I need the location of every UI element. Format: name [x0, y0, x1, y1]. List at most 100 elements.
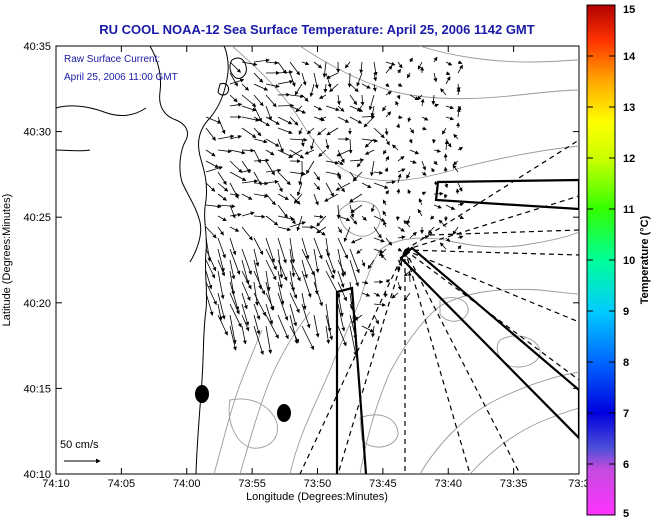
- current-vector: [433, 204, 442, 209]
- current-vector: [343, 226, 351, 243]
- current-vector: [349, 215, 358, 225]
- x-axis-ticks: 74:10 74:05 74:00 73:55 73:50 73:45 73:40 73:35…: [42, 46, 590, 490]
- current-vector: [453, 133, 459, 140]
- current-vector: [205, 226, 217, 239]
- current-vector: [253, 214, 266, 219]
- current-vector: [397, 235, 406, 240]
- current-vector: [217, 303, 223, 321]
- colorbar-tick-label: 10: [623, 255, 635, 267]
- current-vector: [427, 226, 435, 235]
- plot-frame: [55, 45, 580, 475]
- current-vector: [385, 237, 393, 246]
- current-vector: [301, 292, 307, 310]
- current-vector: [350, 237, 363, 244]
- current-vector: [407, 189, 412, 195]
- current-vector: [335, 182, 351, 191]
- current-vector: [409, 231, 417, 239]
- current-vector: [217, 215, 227, 222]
- current-vector: [445, 237, 451, 243]
- current-vector: [310, 138, 315, 150]
- current-vector: [395, 100, 399, 107]
- current-vector: [421, 235, 430, 240]
- colorbar-tick-label: 12: [623, 153, 635, 165]
- current-vector: [289, 193, 301, 205]
- colorbar-tick-label: 7: [623, 408, 629, 420]
- current-vector: [317, 127, 327, 136]
- current-vector: [431, 167, 436, 173]
- current-vector: [217, 270, 225, 300]
- current-vector: [433, 160, 438, 166]
- colorbar-tick-label: 9: [623, 306, 629, 318]
- current-vector: [337, 226, 342, 234]
- current-vector: [293, 193, 303, 204]
- current-vector: [397, 155, 405, 162]
- current-vector: [313, 281, 323, 307]
- current-vector: [349, 281, 355, 306]
- current-vector: [205, 270, 213, 290]
- surface-current-vectors: [205, 56, 465, 357]
- current-vector: [306, 160, 315, 175]
- current-vector: [384, 167, 389, 173]
- current-vector: [277, 314, 289, 340]
- current-vector: [265, 116, 280, 125]
- current-vector: [289, 303, 298, 327]
- current-vector: [253, 83, 269, 91]
- current-vector: [403, 253, 411, 261]
- current-vector: [265, 314, 279, 339]
- current-vector: [265, 292, 275, 311]
- y-tick-label: 40:20: [23, 298, 51, 310]
- current-vector: [277, 281, 285, 306]
- current-vector: [289, 215, 296, 225]
- current-vector: [241, 259, 250, 285]
- current-vector: [457, 245, 462, 250]
- current-vector: [406, 171, 411, 179]
- current-vector: [265, 138, 280, 147]
- current-vector: [385, 91, 392, 96]
- current-vector: [325, 138, 330, 150]
- bathymetry-contours: [213, 46, 579, 474]
- current-vector: [205, 237, 212, 262]
- current-vector: [217, 116, 226, 135]
- current-vector: [421, 191, 427, 196]
- current-vector: [326, 72, 339, 79]
- current-vector: [241, 193, 253, 200]
- current-vector: [349, 325, 358, 357]
- current-vector: [373, 127, 385, 139]
- current-vector: [289, 137, 308, 142]
- current-vector: [418, 198, 423, 206]
- current-vector: [373, 170, 384, 175]
- current-vector: [229, 212, 242, 217]
- current-vector: [253, 237, 264, 256]
- current-vector: [457, 60, 463, 65]
- current-vector: [457, 235, 464, 240]
- current-vector: [241, 226, 253, 241]
- current-vector: [456, 107, 461, 118]
- current-vector: [217, 314, 228, 336]
- current-vector: [229, 270, 236, 296]
- current-vector: [433, 103, 440, 108]
- current-vector: [325, 182, 334, 197]
- current-vector: [205, 292, 214, 316]
- colorbar-tick-label: 14: [623, 51, 636, 63]
- current-vector: [289, 221, 306, 228]
- current-vector: [217, 237, 226, 259]
- y-tick-label: 40:30: [23, 127, 51, 139]
- current-vector: [433, 56, 438, 63]
- current-vector: [409, 149, 420, 155]
- current-vector: [349, 158, 365, 163]
- current-vector: [325, 314, 334, 341]
- current-vector: [253, 193, 269, 198]
- current-vector: [289, 237, 296, 264]
- current-vector: [416, 94, 423, 101]
- current-vector: [325, 171, 342, 177]
- current-vector: [452, 160, 459, 166]
- current-vector: [296, 182, 303, 197]
- current-vector: [301, 270, 312, 298]
- current-vector: [265, 215, 279, 226]
- current-vector: [337, 215, 351, 222]
- current-vector: [313, 214, 324, 219]
- current-vector: [452, 226, 459, 235]
- current-vector: [265, 325, 273, 354]
- current-vector: [325, 105, 340, 112]
- current-vector: [326, 127, 339, 136]
